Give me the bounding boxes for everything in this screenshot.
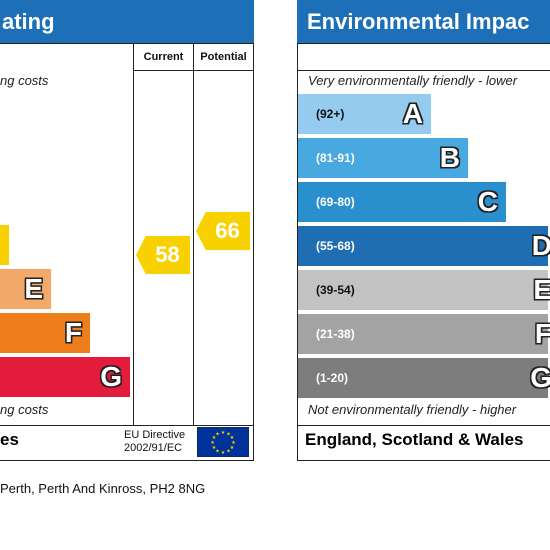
svg-text:★: ★ bbox=[215, 449, 220, 455]
eu-flag-icon: ★ ★ ★ ★ ★ ★ ★ ★ ★ ★ ★ ★ bbox=[196, 426, 250, 458]
environmental-band-e: (39-54) E bbox=[298, 270, 550, 310]
environmental-band-g: (1-20) G bbox=[298, 358, 550, 398]
environmental-band-c: (69-80) C bbox=[298, 182, 506, 222]
potential-rating-arrow: 66 bbox=[196, 212, 250, 250]
environmental-title: Environmental Impac bbox=[307, 9, 530, 34]
eu-directive-text: EU Directive 2002/91/EC bbox=[124, 429, 185, 455]
energy-title: ating bbox=[2, 9, 55, 34]
environmental-band-range: (1-20) bbox=[316, 371, 349, 385]
energy-band-letter: G bbox=[100, 361, 122, 392]
current-rating-arrow: 58 bbox=[136, 236, 190, 274]
eu-directive-line1: EU Directive bbox=[124, 429, 186, 441]
svg-text:★: ★ bbox=[226, 449, 231, 455]
energy-divider-1 bbox=[133, 43, 134, 425]
energy-band-letter: E bbox=[24, 273, 43, 304]
environmental-band-letter: F bbox=[534, 318, 550, 349]
environmental-band-f: (21-38) F bbox=[298, 314, 550, 354]
environmental-top-text: Very environmentally friendly - lower bbox=[308, 73, 518, 88]
svg-text:★: ★ bbox=[226, 432, 231, 438]
environmental-header-rule bbox=[297, 70, 550, 71]
environmental-band-a: (92+) A bbox=[298, 94, 431, 134]
environmental-footer-rule bbox=[297, 425, 550, 426]
svg-text:★: ★ bbox=[231, 440, 236, 446]
environmental-band-range: (92+) bbox=[316, 107, 345, 121]
environmental-band-range: (21-38) bbox=[316, 327, 355, 341]
current-rating-value: 58 bbox=[155, 242, 180, 267]
environmental-country-text: England, Scotland & Wales bbox=[305, 430, 524, 449]
energy-divider-2 bbox=[193, 43, 194, 425]
energy-country-text: es bbox=[0, 430, 19, 449]
col-current-label: Current bbox=[143, 51, 184, 63]
energy-header: ating bbox=[0, 0, 254, 43]
environmental-band-letter: A bbox=[402, 98, 423, 129]
environmental-frame bbox=[297, 43, 550, 461]
energy-band-g: G bbox=[0, 357, 130, 397]
potential-rating-value: 66 bbox=[215, 218, 240, 243]
environmental-band-range: (69-80) bbox=[316, 195, 355, 209]
svg-text:★: ★ bbox=[230, 435, 235, 441]
energy-band-e: E bbox=[0, 269, 51, 309]
environmental-band-letter: B bbox=[439, 142, 460, 173]
svg-text:★: ★ bbox=[212, 445, 217, 451]
svg-text:★: ★ bbox=[210, 440, 215, 446]
energy-band-letter: F bbox=[64, 317, 82, 348]
energy-top-text: ng costs bbox=[0, 73, 49, 88]
environmental-band-d: (55-68) D bbox=[298, 226, 550, 266]
environmental-band-range: (81-91) bbox=[316, 151, 355, 165]
energy-band-f: F bbox=[0, 313, 90, 353]
energy-frame bbox=[0, 43, 254, 461]
energy-footer-rule bbox=[0, 425, 254, 426]
environmental-bottom-text: Not environmentally friendly - higher bbox=[308, 402, 517, 417]
environmental-band-range: (55-68) bbox=[316, 239, 355, 253]
eu-directive-line2: 2002/91/EC bbox=[124, 442, 183, 454]
property-address: Perth, Perth And Kinross, PH2 8NG bbox=[0, 481, 206, 496]
environmental-header: Environmental Impac bbox=[297, 0, 550, 43]
energy-bottom-text: ng costs bbox=[0, 402, 49, 417]
environmental-band-letter: E bbox=[533, 274, 550, 305]
environmental-band-range: (39-54) bbox=[316, 283, 355, 297]
svg-text:★: ★ bbox=[221, 450, 226, 456]
environmental-band-letter: D bbox=[531, 230, 550, 261]
svg-text:★: ★ bbox=[215, 432, 220, 438]
environmental-band-b: (81-91) B bbox=[298, 138, 468, 178]
energy-band-d bbox=[0, 225, 9, 265]
environmental-band-letter: G bbox=[530, 362, 550, 393]
svg-text:★: ★ bbox=[230, 445, 235, 451]
energy-header-rule bbox=[133, 70, 253, 71]
svg-text:★: ★ bbox=[221, 430, 226, 436]
col-potential-label: Potential bbox=[200, 51, 247, 63]
environmental-band-letter: C bbox=[477, 186, 498, 217]
svg-text:★: ★ bbox=[212, 435, 217, 441]
